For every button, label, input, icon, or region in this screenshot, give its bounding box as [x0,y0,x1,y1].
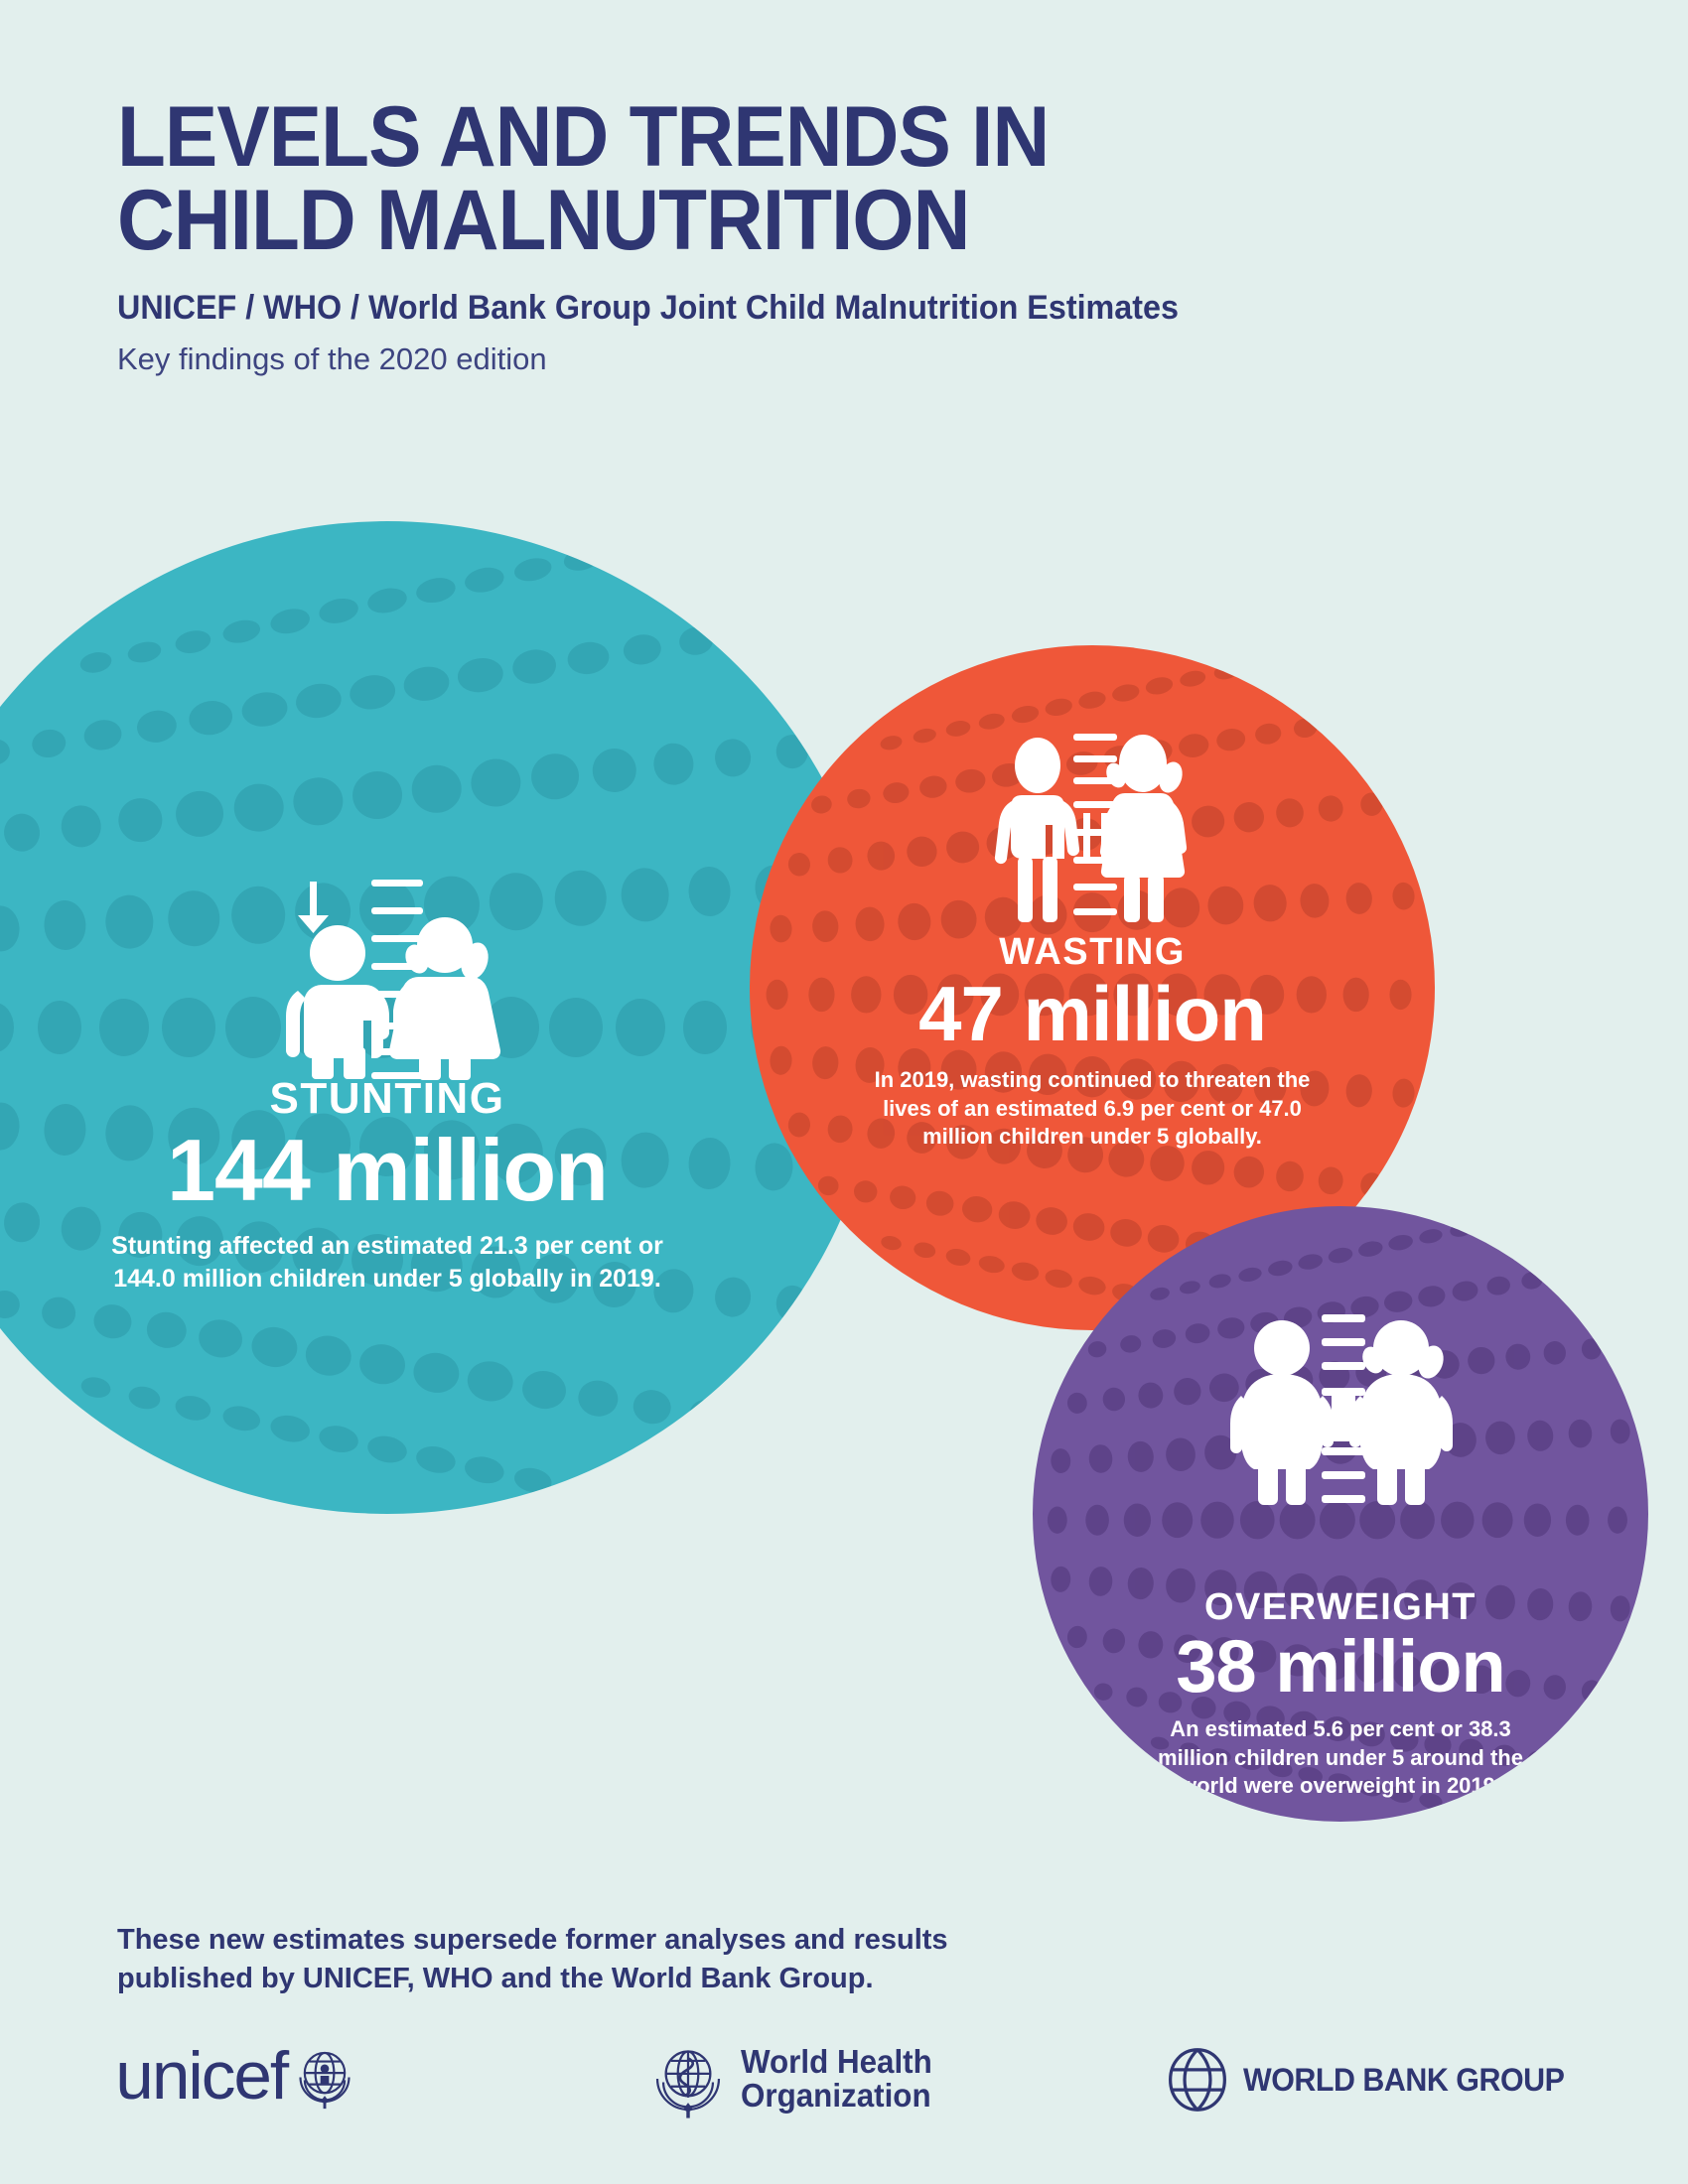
overweight-description-line: million children under 5 around the [1158,1744,1523,1770]
page-title-line-2: CHILD MALNUTRITION [117,173,970,269]
wasting-description: In 2019, wasting continued to threaten t… [750,1066,1435,1152]
who-wordmark-line: World Health [741,2043,932,2081]
wasting-label: WASTING [999,931,1186,973]
footer-note: These new estimates supersede former ana… [117,1921,1309,1998]
overweight-children-measuring-icon [1229,1314,1453,1505]
overweight-description-line: An estimated 5.6 per cent or 38.3 [1170,1716,1511,1741]
overweight-content: OVERWEIGHT 38 million An estimated 5.6 p… [1033,1588,1648,1801]
who-wordmark: World Health Organization [741,2045,932,2112]
stunting-icon-wrap [0,874,884,1087]
unicef-logo[interactable]: unicef [115,2038,360,2114]
unicef-wordmark: unicef [115,2038,289,2114]
header: LEVELS AND TRENDS IN CHILD MALNUTRITION … [117,89,1607,377]
globe-overweight: OVERWEIGHT 38 million An estimated 5.6 p… [1033,1206,1648,1822]
tagline: Key findings of the 2020 edition [117,341,547,376]
globe-dot-pattern-stunting [0,528,855,1514]
globe-stunting: STUNTING 144 million Stunting affected a… [0,521,884,1514]
who-un-emblem-snake-icon [655,2050,721,2118]
who-wordmark-line: Organization [741,2077,931,2114]
footer-note-line: published by UNICEF, WHO and the World B… [117,1963,874,1995]
subtitle: UNICEF / WHO / World Bank Group Joint Ch… [117,288,1179,327]
wasting-description-line: lives of an estimated 6.9 per cent or 47… [883,1095,1302,1121]
stunting-number: 144 million [167,1121,609,1219]
stunting-content: STUNTING 144 million Stunting affected a… [0,1077,884,1295]
stunting-description-line: 144.0 million children under 5 globally … [113,1264,661,1293]
world-bank-logo[interactable]: WORLD BANK GROUP [1162,2044,1581,2116]
overweight-description: An estimated 5.6 per cent or 38.3 millio… [1033,1715,1648,1801]
wasting-icon-wrap [750,730,1435,933]
page-title-line-1: LEVELS AND TRENDS IN [117,89,1050,185]
overweight-description-line: world were overweight in 2019. [1180,1773,1501,1799]
overweight-icon-wrap [1033,1310,1648,1514]
stunting-description: Stunting affected an estimated 21.3 per … [0,1230,884,1295]
unicef-un-emblem-icon [299,2051,352,2110]
wasting-number: 47 million [918,970,1267,1057]
stunting-description-line: Stunting affected an estimated 21.3 per … [111,1232,663,1260]
who-logo[interactable]: World Health Organization [645,2036,942,2121]
footer-note-line: These new estimates supersede former ana… [117,1924,948,1956]
world-bank-globe-icon [1169,2048,1226,2112]
overweight-label: OVERWEIGHT [1204,1586,1477,1628]
world-bank-wordmark: WORLD BANK GROUP [1243,2061,1565,2098]
logo-row: unicef [0,2040,1688,2159]
stunting-label: STUNTING [269,1074,505,1123]
stunting-children-measuring-icon [286,880,501,1080]
wasting-content: WASTING 47 million In 2019, wasting cont… [750,933,1435,1152]
wasting-description-line: In 2019, wasting continued to threaten t… [874,1067,1311,1092]
overweight-number: 38 million [1176,1625,1505,1707]
wasting-children-measuring-icon [994,734,1187,922]
wasting-description-line: million children under 5 globally. [922,1124,1262,1150]
globe-dot-pattern-overweight [1047,1210,1630,1822]
